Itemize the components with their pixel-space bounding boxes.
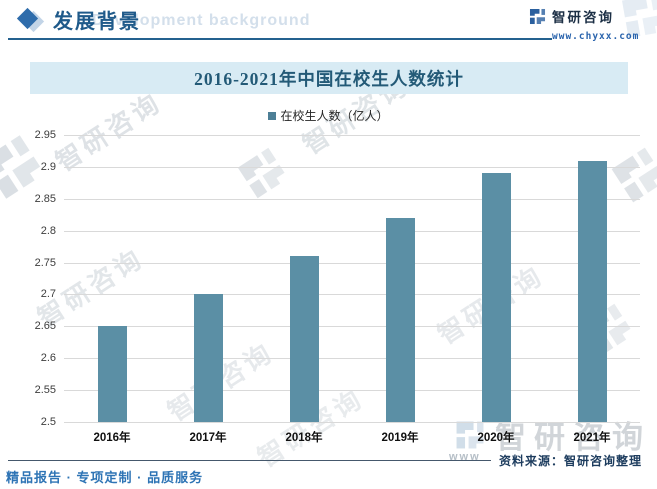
source-row: 资料来源：智研咨询整理 bbox=[8, 452, 642, 468]
y-tick-label: 2.65 bbox=[34, 320, 56, 333]
brand-name: 智研咨询 bbox=[552, 10, 614, 25]
brand-block: 智研咨询 www.chyxx.com bbox=[529, 6, 647, 42]
footer-services: 精品报告 · 专项定制 · 品质服务 bbox=[6, 470, 204, 485]
legend-swatch-icon bbox=[268, 111, 277, 120]
header-underline bbox=[8, 38, 552, 40]
bar-chart-plot bbox=[64, 135, 640, 423]
source-divider-line bbox=[8, 459, 491, 461]
bar-2020年 bbox=[481, 173, 511, 422]
y-axis-labels: 2.95 2.9 2.85 2.8 2.75 2.7 2.65 2.6 2.55 2.5 bbox=[0, 129, 56, 428]
bar-2017年 bbox=[193, 294, 223, 422]
y-tick-label: 2.5 bbox=[40, 416, 56, 428]
bar-2019年 bbox=[385, 217, 415, 422]
bar-2016年 bbox=[97, 326, 127, 422]
x-axis-labels: 2016年 2017年 2018年 2019年 2020年 2021年 bbox=[64, 429, 640, 445]
y-tick-label: 2.95 bbox=[34, 129, 56, 141]
gridline bbox=[64, 390, 640, 392]
bar-2018年 bbox=[289, 256, 319, 422]
gridline bbox=[64, 135, 640, 136]
section-title-en: Development background bbox=[92, 12, 311, 29]
x-tick-label: 2021年 bbox=[573, 432, 611, 444]
brand-watermark-large: 智研咨询 bbox=[453, 412, 651, 457]
chart-title-banner: 2016-2021年中国在校生人数统计 bbox=[30, 62, 628, 94]
legend-label: 在校生人数（亿人） bbox=[280, 109, 389, 123]
x-tick-label: 2018年 bbox=[285, 432, 323, 444]
y-tick-label: 2.8 bbox=[40, 224, 56, 237]
gridline bbox=[64, 262, 640, 264]
x-tick-label: 2017年 bbox=[189, 432, 227, 444]
gridline bbox=[64, 230, 640, 232]
chart-legend: 在校生人数（亿人） bbox=[0, 107, 657, 124]
gridline bbox=[64, 166, 640, 168]
x-tick-label: 2019年 bbox=[381, 432, 419, 444]
y-tick-label: 2.75 bbox=[34, 256, 56, 269]
x-tick-label: 2016年 bbox=[93, 432, 131, 444]
y-tick-label: 2.9 bbox=[40, 160, 56, 173]
gridline bbox=[64, 198, 640, 200]
brand-logo-watermark-icon bbox=[453, 418, 487, 452]
watermark-text: 智研咨询 bbox=[495, 420, 651, 455]
brand-logo-icon bbox=[528, 7, 547, 26]
y-tick-label: 2.55 bbox=[34, 384, 56, 397]
section-title: 发展背景 bbox=[53, 11, 141, 33]
gridline bbox=[64, 326, 640, 328]
diamond-icon bbox=[16, 7, 45, 33]
y-tick-label: 2.7 bbox=[40, 288, 56, 301]
brand-website: www.chyxx.com bbox=[552, 31, 640, 42]
y-tick-label: 2.6 bbox=[40, 352, 56, 365]
bar-2021年 bbox=[577, 160, 607, 422]
gridline bbox=[64, 422, 640, 423]
gridline bbox=[64, 358, 640, 360]
page-header: Development background 发展背景 智研咨询 www.chy… bbox=[0, 0, 657, 44]
chart-title: 2016-2021年中国在校生人数统计 bbox=[194, 68, 464, 89]
source-text: 资料来源：智研咨询整理 bbox=[498, 453, 642, 468]
x-tick-label: 2020年 bbox=[477, 432, 515, 444]
gridline bbox=[64, 294, 640, 296]
y-tick-label: 2.85 bbox=[34, 192, 56, 205]
